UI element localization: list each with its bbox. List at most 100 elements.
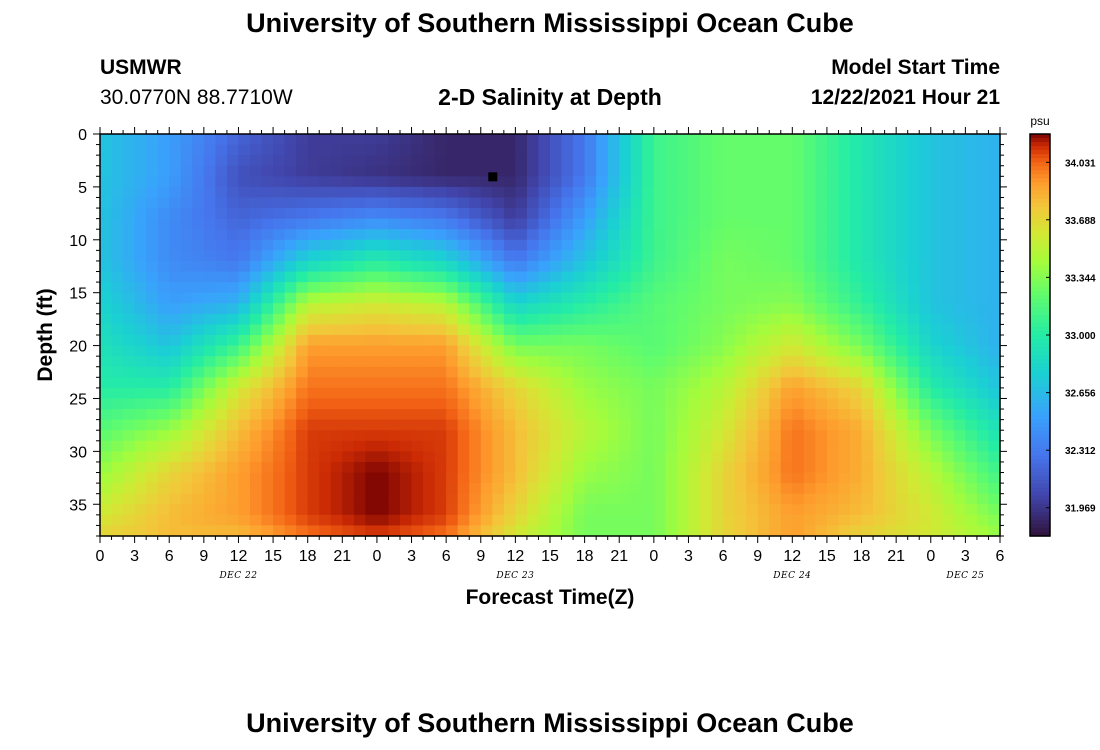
heatmap-cell [688,430,701,442]
heatmap-cell [261,239,274,251]
heatmap-cell [146,472,159,484]
heatmap-cell [423,483,436,495]
heatmap-cell [769,335,782,347]
heatmap-cell [665,525,678,537]
heatmap-cell [538,250,551,262]
heatmap-cell [226,504,240,516]
heatmap-cell [146,282,159,294]
heatmap-cell [757,430,770,442]
heatmap-cell [134,451,147,463]
heatmap-cell [976,260,990,273]
heatmap-cell [988,239,1001,251]
heatmap-cell [596,303,609,315]
heatmap-cell [284,356,297,368]
heatmap-cell [826,387,840,400]
heatmap-cell [596,514,609,527]
heatmap-cell [953,250,966,262]
heatmap-cell [619,229,632,241]
heatmap-cell [250,197,263,209]
heatmap-cell [203,430,216,442]
heatmap-cell [203,483,216,495]
heatmap-cell [965,409,978,421]
heatmap-cell [896,345,909,357]
heatmap-cell [665,335,678,347]
heatmap-cell [850,398,863,410]
heatmap-cell [711,197,724,209]
heatmap-cell [238,239,251,251]
heatmap-cell [561,229,574,241]
heatmap-cell [642,292,655,304]
heatmap-cell [700,398,713,410]
heatmap-cell [203,186,216,199]
heatmap-cell [273,218,286,230]
heatmap-cell [769,239,782,251]
heatmap-cell [100,239,113,251]
heatmap-cell [826,176,840,188]
heatmap-cell [330,514,343,527]
heatmap-cell [815,356,828,368]
colorbar-segment [1030,479,1050,485]
heatmap-cell [573,525,586,537]
heatmap-cell [700,176,713,188]
heatmap-cell [411,483,424,495]
chart-title: 2-D Salinity at Depth [438,84,662,110]
heatmap-cell [711,366,724,378]
heatmap-cell [861,165,874,177]
heatmap-cell [907,483,920,495]
heatmap-cell [723,387,736,400]
heatmap-cell [919,144,932,156]
heatmap-cell [780,176,793,188]
heatmap-cell [365,440,378,452]
heatmap-cell [561,282,574,294]
heatmap-cell [134,239,147,251]
heatmap-cell [561,292,574,304]
heatmap-cell [746,398,759,410]
heatmap-cell [561,208,574,220]
heatmap-cell [365,366,378,378]
heatmap-cell [757,134,770,146]
heatmap-cell [423,335,436,347]
heatmap-cell [734,292,747,304]
heatmap-cell [296,176,309,188]
heatmap-cell [146,197,159,209]
heatmap-cell [469,250,482,262]
heatmap-cell [492,208,505,220]
heatmap-cell [134,282,147,294]
heatmap-cell [780,271,793,283]
heatmap-cell [734,398,747,410]
heatmap-cell [469,440,482,452]
heatmap-cell [330,356,343,368]
heatmap-cell [319,229,332,241]
heatmap-cell [215,483,228,495]
heatmap-cell [238,313,251,326]
heatmap-cell [919,271,932,283]
heatmap-cell [907,493,920,505]
heatmap-cell [423,525,436,537]
heatmap-cell [388,292,401,304]
heatmap-cell [376,366,390,378]
heatmap-cell [515,440,528,452]
heatmap-cell [884,461,897,474]
heatmap-cell [434,461,447,474]
heatmap-cell [653,451,666,463]
heatmap-cell [226,409,240,421]
heatmap-cell [123,430,136,442]
heatmap-cell [873,134,886,146]
heatmap-cell [515,186,528,199]
heatmap-cell [792,239,805,251]
heatmap-cell [907,186,920,199]
heatmap-cell [723,345,736,357]
heatmap-cell [734,313,747,326]
heatmap-cell [423,250,436,262]
heatmap-cell [503,525,516,537]
heatmap-cell [976,250,990,262]
heatmap-cell [146,218,159,230]
heatmap-cell [976,483,990,495]
heatmap-cell [353,324,366,336]
heatmap-cell [803,155,816,167]
heatmap-cell [469,525,482,537]
heatmap-cell [388,461,401,474]
heatmap-cell [642,208,655,220]
heatmap-cell [480,292,493,304]
heatmap-cell [907,239,920,251]
